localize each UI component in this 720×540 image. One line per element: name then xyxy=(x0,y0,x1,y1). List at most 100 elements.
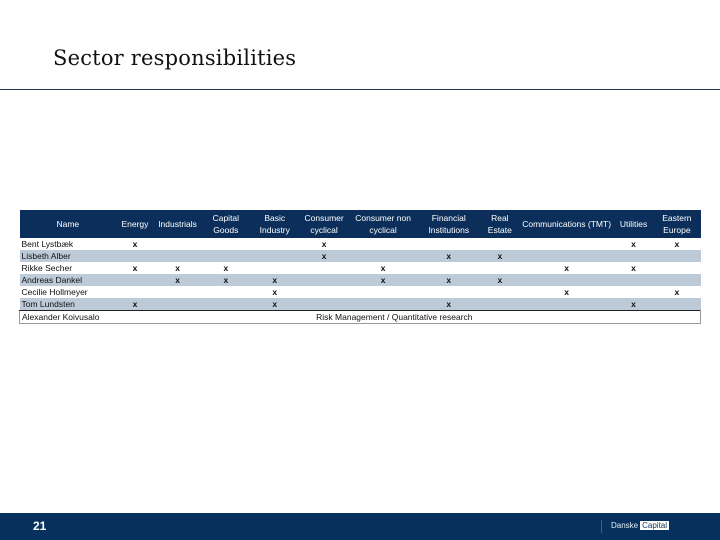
col-header-capital-goods: Capital Goods xyxy=(201,210,251,238)
table-row: Alexander Koivusalo Risk Management / Qu… xyxy=(19,310,702,324)
cell-energy: x xyxy=(132,263,138,273)
cell-consumer-cyclical xyxy=(299,262,349,274)
cell-financial-institutions xyxy=(417,286,480,298)
cell-energy: x xyxy=(116,298,154,311)
cell-financial-institutions: x xyxy=(417,250,481,262)
cell-industrials: x xyxy=(175,263,180,273)
cell-capital-goods: x xyxy=(201,274,251,286)
cell-communications xyxy=(519,238,613,250)
col-header-basic-industry: Basic Industry xyxy=(250,210,300,238)
cell-energy xyxy=(116,274,154,286)
cell-capital-goods xyxy=(201,286,250,298)
cell-financial-institutions xyxy=(417,262,480,274)
cell-eastern-europe xyxy=(653,298,701,311)
cell-financial-institutions xyxy=(417,238,480,250)
col-header-utilities: Utilities xyxy=(613,210,654,238)
table-row: Rikke Secher x x x x x x xyxy=(20,262,701,274)
cell-capital-goods xyxy=(201,250,251,262)
cell-role-note: Risk Management / Quantitative research xyxy=(116,310,702,324)
table-row: Andreas Dankel x x x x x x xyxy=(19,274,701,286)
sector-table: Name Energy Industrials Capital Goods Ba… xyxy=(19,210,702,324)
cell-capital-goods xyxy=(201,238,250,250)
cell-consumer-cyclical: x xyxy=(299,250,349,262)
cell-eastern-europe xyxy=(653,250,701,262)
cell-communications xyxy=(519,298,614,311)
cell-name: Tom Lundsten xyxy=(19,298,117,311)
cell-capital-goods xyxy=(201,298,251,311)
table-row: Bent Lystbæk x x x x xyxy=(20,238,701,250)
cell-communications xyxy=(519,250,614,262)
page-title: Sector responsibilities xyxy=(53,46,297,70)
cell-real-estate: x xyxy=(480,250,520,262)
cell-financial-institutions: x xyxy=(417,298,481,311)
cell-consumer-non-cyclical xyxy=(349,286,417,298)
cell-consumer-non-cyclical xyxy=(348,298,418,311)
cell-real-estate xyxy=(480,298,520,311)
cell-consumer-non-cyclical xyxy=(348,250,418,262)
cell-real-estate xyxy=(480,262,519,274)
brand-logo: Danske Capital xyxy=(611,521,670,530)
cell-energy xyxy=(116,250,154,262)
col-header-eastern-europe: Eastern Europe xyxy=(653,210,701,238)
cell-utilities: x xyxy=(613,298,654,311)
col-header-financial-institutions: Financial Institutions xyxy=(417,210,481,238)
cell-capital-goods: x xyxy=(223,263,229,273)
col-header-consumer-non-cyclical: Consumer non cyclical xyxy=(348,210,418,238)
cell-real-estate xyxy=(480,286,519,298)
footer-bar: 21 Danske Capital xyxy=(0,513,720,540)
cell-basic-industry: x xyxy=(250,298,300,311)
cell-basic-industry xyxy=(250,262,299,274)
table-row: Cecilie Hollmeyer x x x xyxy=(20,286,701,298)
cell-consumer-cyclical xyxy=(299,286,349,298)
cell-consumer-cyclical xyxy=(299,274,349,286)
cell-real-estate xyxy=(480,238,519,250)
cell-basic-industry xyxy=(250,238,299,250)
table-header-row: Name Energy Industrials Capital Goods Ba… xyxy=(19,210,701,238)
cell-consumer-cyclical xyxy=(299,298,349,311)
cell-name: Lisbeth Alber xyxy=(19,250,117,262)
title-divider xyxy=(0,89,720,90)
cell-eastern-europe xyxy=(653,262,700,274)
cell-utilities xyxy=(614,286,653,298)
col-header-consumer-cyclical: Consumer cyclical xyxy=(299,210,349,238)
col-header-real-estate: Real Estate xyxy=(480,210,520,238)
cell-name: Rikke Secher xyxy=(21,263,73,273)
cell-consumer-cyclical: x xyxy=(321,239,327,249)
cell-basic-industry xyxy=(250,250,300,262)
cell-name: Bent Lystbæk xyxy=(21,239,74,249)
col-header-name: Name xyxy=(19,210,117,238)
cell-industrials xyxy=(154,286,202,298)
cell-industrials xyxy=(153,298,202,311)
cell-consumer-non-cyclical: x xyxy=(380,263,386,273)
cell-utilities: x xyxy=(631,239,636,249)
cell-utilities xyxy=(613,250,654,262)
col-header-industrials: Industrials xyxy=(153,210,202,238)
cell-industrials xyxy=(154,238,202,250)
cell-eastern-europe xyxy=(653,274,701,286)
cell-real-estate: x xyxy=(480,274,520,286)
cell-communications: x xyxy=(564,287,569,297)
cell-energy xyxy=(116,286,154,298)
brand-name-left: Danske xyxy=(611,521,639,530)
cell-energy: x xyxy=(132,239,138,249)
cell-utilities xyxy=(613,274,654,286)
brand-divider xyxy=(601,520,602,533)
col-header-energy: Energy xyxy=(116,210,154,238)
cell-industrials xyxy=(153,250,202,262)
brand-name-right: Capital xyxy=(640,521,670,530)
table-row: Tom Lundsten x x x x xyxy=(19,298,701,311)
page-number: 21 xyxy=(33,519,47,533)
table-row: Lisbeth Alber x x x xyxy=(19,250,701,262)
cell-eastern-europe: x xyxy=(674,239,680,249)
cell-name: Alexander Koivusalo xyxy=(19,310,117,324)
cell-basic-industry: x xyxy=(272,287,278,297)
col-header-communications: Communications (TMT) xyxy=(519,210,614,238)
cell-name: Cecilie Hollmeyer xyxy=(21,287,88,297)
cell-communications: x xyxy=(564,263,569,273)
cell-consumer-non-cyclical: x xyxy=(348,274,418,286)
cell-communications xyxy=(519,274,614,286)
cell-financial-institutions: x xyxy=(417,274,481,286)
cell-utilities: x xyxy=(631,263,636,273)
cell-consumer-non-cyclical xyxy=(349,238,417,250)
cell-basic-industry: x xyxy=(250,274,300,286)
